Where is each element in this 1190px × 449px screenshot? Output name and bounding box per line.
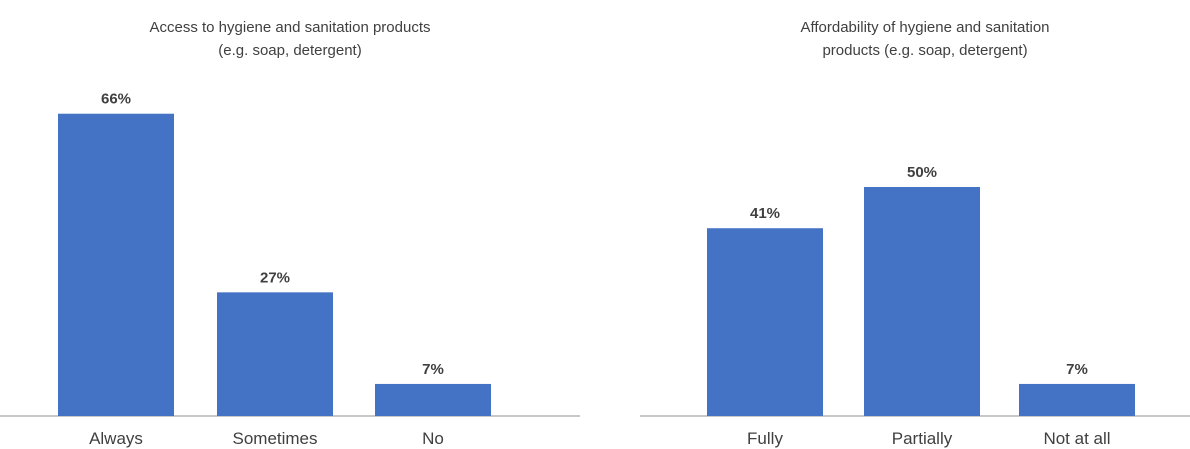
chart-2-category-label-3: Not at all <box>1043 429 1110 448</box>
chart-2-title-line-1: Affordability of hygiene and sanitation <box>800 19 1049 36</box>
chart-1-data-label-1: 66% <box>101 91 131 108</box>
chart-1-title-line-1: Access to hygiene and sanitation product… <box>149 19 430 36</box>
chart-1-bar-1 <box>58 113 174 416</box>
chart-1-category-label-2: Sometimes <box>232 429 317 448</box>
chart-1-data-label-2: 27% <box>260 269 290 286</box>
chart-2-data-label-2: 50% <box>907 164 937 181</box>
chart-1-category-label-1: Always <box>89 429 143 448</box>
chart-2-bar-3 <box>1019 383 1135 416</box>
chart-2-data-label-3: 7% <box>1066 361 1088 378</box>
chart-1-category-label-3: No <box>422 429 444 448</box>
chart-2-bar-1 <box>707 228 823 416</box>
chart-2-data-label-1: 41% <box>750 205 780 222</box>
chart-1-data-label-3: 7% <box>422 361 444 378</box>
chart-1-title-line-2: (e.g. soap, detergent) <box>218 42 361 59</box>
chart-2-bar-2 <box>864 187 980 416</box>
chart-2-category-label-1: Fully <box>747 429 783 448</box>
chart-1-bar-3 <box>375 383 491 416</box>
chart-2-category-label-2: Partially <box>892 429 953 448</box>
chart-1-bar-2 <box>217 292 333 416</box>
chart-2-title-line-2: products (e.g. soap, detergent) <box>822 42 1027 59</box>
